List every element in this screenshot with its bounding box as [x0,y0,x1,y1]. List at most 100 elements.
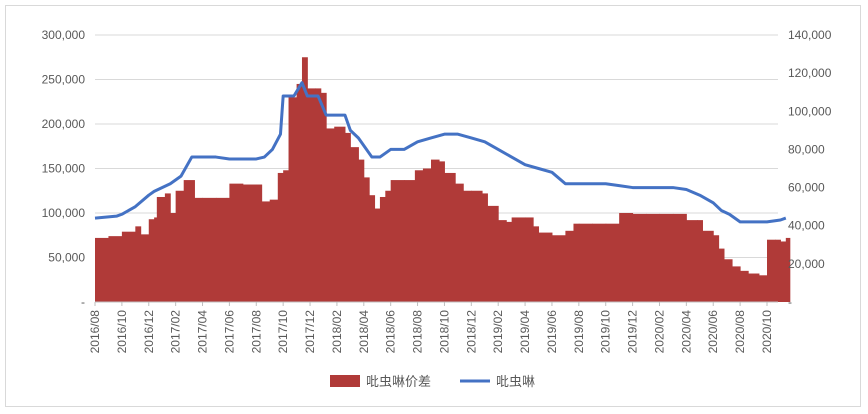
bar [183,180,195,302]
left-tick-label: - [81,295,85,309]
bar [369,195,376,302]
right-axis: - 20,000 40,000 60,000 80,000 100,000 120,000 1… [788,28,832,309]
bar [632,213,647,302]
x-tick-label: 2019/10 [599,310,613,354]
right-tick-label: 20,000 [788,257,825,271]
bar [573,223,580,302]
x-tick-label: 2018/04 [357,310,371,354]
bar [444,172,456,302]
bar [659,213,674,302]
bar [202,197,217,302]
x-tick-label: 2019/06 [545,310,559,354]
bar [256,184,263,302]
bar [229,183,244,302]
legend-swatch-bar [330,375,360,387]
bar [320,92,327,302]
bar [533,226,540,302]
bar [358,159,365,302]
bar [723,259,733,302]
bar [686,220,698,302]
left-tick-label: 200,000 [42,117,86,131]
legend: 吡虫啉价差 吡虫啉 [330,374,535,389]
bar [363,177,370,302]
bar [148,219,155,302]
bar [775,239,781,302]
x-tick-label: 2017/04 [196,310,210,354]
x-tick-label: 2018/10 [437,310,451,354]
x-tick-label: 2017/06 [222,310,236,354]
left-tick-label: 150,000 [42,162,86,176]
bar [538,232,553,302]
x-tick-label: 2018/08 [411,310,425,354]
x-tick-label: 2020/10 [760,310,774,354]
right-tick-label: 100,000 [788,104,832,118]
bar [713,235,720,302]
x-tick-label: 2017/10 [276,310,290,354]
series-line [94,81,787,224]
bar [471,190,483,302]
x-tick-label: 2018/02 [330,310,344,354]
bar [404,180,416,302]
bar [463,190,472,302]
bar [283,170,290,302]
x-tick-label: 2020/02 [652,310,666,354]
bar [175,190,185,302]
bar [697,220,703,302]
bar [646,213,660,302]
chart-frame [5,5,861,407]
left-axis: - 50,000 100,000 150,000 200,000 250,000 300,0… [42,28,86,309]
bar [511,217,526,302]
bar [740,270,749,302]
bar [95,237,109,302]
bar [350,147,359,302]
bar [385,190,392,302]
x-tick-label: 2018/12 [464,310,478,354]
bar [242,184,257,302]
bar [482,193,488,302]
bar [431,159,440,302]
bar [732,266,741,302]
bar [296,83,303,302]
bar [422,168,432,302]
x-tick-label: 2019/04 [518,310,532,354]
price-line [94,81,787,224]
bar [439,161,445,302]
x-tick-label: 2017/12 [303,310,317,354]
bar [565,230,574,302]
bar [301,57,308,302]
right-tick-label: 60,000 [788,181,825,195]
bar [379,196,386,302]
bar [374,208,381,302]
bar [672,213,687,302]
bar [702,230,714,302]
bar [315,88,322,303]
bar [156,196,166,302]
bar [108,236,123,302]
x-tick-label: 2016/08 [88,310,102,354]
right-tick-label: 140,000 [788,28,832,42]
legend-label-line: 吡虫啉 [496,374,535,389]
legend-label-bar: 吡虫啉价差 [366,374,431,389]
x-tick-label: 2020/04 [679,310,693,354]
bar [326,128,335,302]
bar [140,234,150,302]
x-tick-label: 2019/12 [626,310,640,354]
bar [748,273,760,302]
bar [551,235,566,302]
bar [269,199,279,302]
right-tick-label: - [788,295,792,309]
bar [277,172,284,302]
right-tick-label: 80,000 [788,142,825,156]
left-tick-label: 300,000 [42,28,86,42]
x-tick-label: 2019/08 [572,310,586,354]
right-tick-label: 120,000 [788,66,832,80]
bar [414,170,424,302]
bar [455,183,464,302]
bar [135,226,142,302]
x-tick-label: 2016/12 [142,310,156,354]
bar [780,241,787,302]
price-spread-bars [95,57,791,303]
bar [121,231,136,302]
bar [170,213,177,302]
